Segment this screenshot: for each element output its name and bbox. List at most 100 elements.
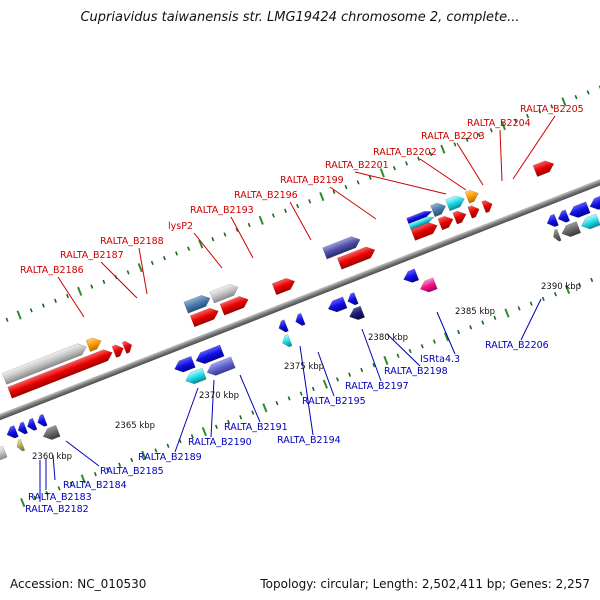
gene-label[interactable]: RALTA_B2199 xyxy=(280,175,344,186)
gene-features[interactable] xyxy=(0,144,600,463)
gene-arrow[interactable] xyxy=(25,417,38,432)
scale-tick xyxy=(440,144,446,154)
scale-tick xyxy=(322,379,328,389)
gene-arrow[interactable] xyxy=(41,424,61,442)
scale-tick xyxy=(77,286,83,296)
accession-text: Accession: NC_010530 xyxy=(10,577,147,591)
gene-arrow[interactable] xyxy=(293,312,306,327)
gene-arrow[interactable] xyxy=(556,209,571,225)
gene-arrow[interactable] xyxy=(437,214,455,231)
gene-arrow[interactable] xyxy=(15,438,26,452)
gene-label[interactable]: ISRta4.3 xyxy=(420,354,460,365)
gene-arrow[interactable] xyxy=(445,193,466,212)
leader-line xyxy=(193,232,223,269)
scale-tick xyxy=(541,296,545,302)
scale-ticks xyxy=(5,85,600,508)
gene-arrow[interactable] xyxy=(408,214,435,230)
gene-arrow[interactable] xyxy=(121,339,134,354)
gene-label[interactable]: RALTA_B2202 xyxy=(373,147,437,158)
gene-label[interactable]: RALTA_B2194 xyxy=(277,435,341,446)
scale-tick xyxy=(20,498,26,508)
scale-tick xyxy=(154,448,158,453)
gene-arrow[interactable] xyxy=(111,343,126,358)
gene-label[interactable]: RALTA_B2189 xyxy=(138,452,202,463)
gene-label[interactable]: RALTA_B2195 xyxy=(302,396,366,407)
gene-arrow[interactable] xyxy=(401,268,420,285)
gene-arrow[interactable] xyxy=(1,341,88,385)
gene-arrow[interactable] xyxy=(172,355,196,374)
gene-arrow[interactable] xyxy=(588,194,600,212)
gene-arrow[interactable] xyxy=(551,228,562,242)
gene-label[interactable]: RALTA_B2191 xyxy=(224,422,288,433)
gene-label[interactable]: RALTA_B2203 xyxy=(421,131,485,142)
gene-arrow[interactable] xyxy=(85,335,103,352)
gene-arrow[interactable] xyxy=(532,158,556,177)
gene-arrow[interactable] xyxy=(326,296,348,315)
gene-label[interactable]: RALTA_B2201 xyxy=(325,160,389,171)
gene-arrow[interactable] xyxy=(452,209,469,225)
gene-label[interactable]: RALTA_B2187 xyxy=(60,250,124,261)
gene-arrow[interactable] xyxy=(280,334,293,348)
gene-arrow[interactable] xyxy=(183,293,213,314)
gene-arrow[interactable] xyxy=(189,306,220,328)
gene-label[interactable]: RALTA_B2196 xyxy=(234,190,298,201)
scale-tick xyxy=(106,467,109,472)
leader-line xyxy=(174,387,199,453)
gene-arrow[interactable] xyxy=(579,213,600,232)
gene-arrow[interactable] xyxy=(219,294,250,316)
gene-label[interactable]: lysP2 xyxy=(168,221,193,232)
gene-arrow[interactable] xyxy=(347,305,366,322)
scale-label: 2390 kbp xyxy=(541,282,581,292)
gene-label[interactable]: RALTA_B2184 xyxy=(63,480,127,491)
gene-arrow[interactable] xyxy=(16,421,29,436)
scale-tick xyxy=(504,308,510,318)
gene-label[interactable]: RALTA_B2205 xyxy=(520,104,584,115)
gene-arrow[interactable] xyxy=(322,234,363,260)
gene-label[interactable]: RALTA_B2188 xyxy=(100,236,164,247)
leader-line xyxy=(419,158,467,191)
gene-label[interactable]: RALTA_B2193 xyxy=(190,205,254,216)
gene-arrow[interactable] xyxy=(5,425,19,440)
gene-arrow[interactable] xyxy=(567,201,591,220)
gene-arrow[interactable] xyxy=(209,282,240,304)
scale-tick xyxy=(417,156,421,161)
gene-arrow[interactable] xyxy=(0,445,8,462)
gene-label[interactable]: RALTA_B2197 xyxy=(345,381,409,392)
scale-tick xyxy=(141,450,147,460)
leader-line xyxy=(100,261,138,299)
scale-tick xyxy=(287,396,291,401)
gene-arrow[interactable] xyxy=(183,367,207,386)
scale-tick xyxy=(405,161,409,166)
gene-arrow[interactable] xyxy=(560,221,582,240)
gene-arrow[interactable] xyxy=(346,292,359,306)
gene-arrow[interactable] xyxy=(418,277,438,295)
gene-arrow[interactable] xyxy=(430,200,448,218)
gene-label[interactable]: RALTA_B2185 xyxy=(100,466,164,477)
gene-arrow[interactable] xyxy=(336,244,377,270)
gene-label[interactable]: RALTA_B2186 xyxy=(20,265,84,276)
gene-arrow[interactable] xyxy=(481,198,495,214)
leader-line xyxy=(329,186,377,220)
gene-label[interactable]: RALTA_B2204 xyxy=(467,118,531,129)
gene-arrow[interactable] xyxy=(7,347,115,399)
gene-arrow[interactable] xyxy=(467,204,482,219)
leader-line xyxy=(317,351,335,397)
gene-labels[interactable]: RALTA_B2186 RALTA_B2187 RALTA_B2188 lysP2 RA… xyxy=(20,104,584,515)
gene-arrow[interactable] xyxy=(271,276,297,296)
scale-tick xyxy=(360,367,364,373)
scale-label: 2365 kbp xyxy=(115,421,155,431)
gene-arrow[interactable] xyxy=(205,356,236,378)
gene-arrow[interactable] xyxy=(35,413,48,428)
gene-arrow[interactable] xyxy=(277,319,289,334)
gene-label[interactable]: RALTA_B2206 xyxy=(485,340,549,351)
gene-arrow[interactable] xyxy=(406,209,433,225)
gene-label[interactable]: RALTA_B2198 xyxy=(384,366,448,377)
gene-label[interactable]: RALTA_B2190 xyxy=(188,437,252,448)
gene-label[interactable]: RALTA_B2183 xyxy=(28,492,92,503)
gene-arrow[interactable] xyxy=(194,344,225,366)
gene-arrow[interactable] xyxy=(464,188,481,204)
leader-line xyxy=(289,201,312,241)
gene-arrow[interactable] xyxy=(545,213,559,229)
gene-label[interactable]: RALTA_B2182 xyxy=(25,504,89,515)
